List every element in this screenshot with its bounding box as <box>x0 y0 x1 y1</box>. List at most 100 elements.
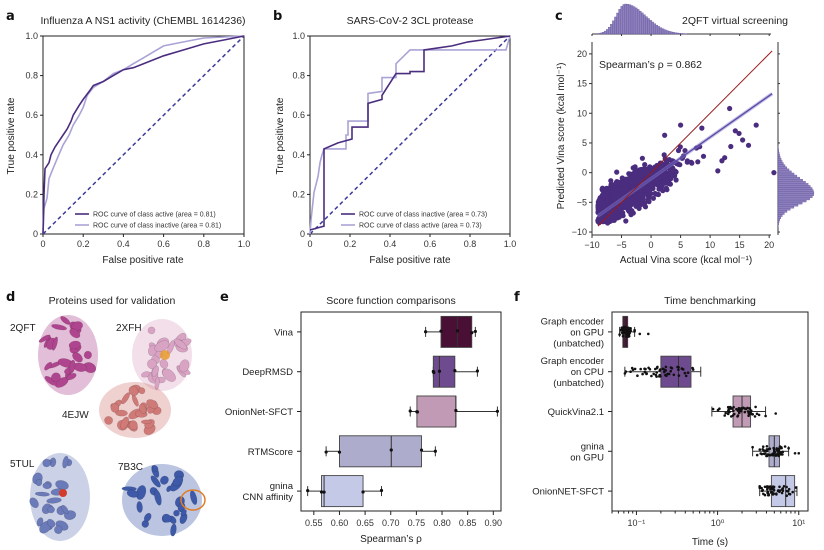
scatter-chart-vina: 2QFT virtual screening Actual Vina score… <box>556 3 815 266</box>
scatter-point <box>648 191 654 197</box>
data-point <box>633 330 636 333</box>
histogram-bar <box>777 164 786 167</box>
scatter-point <box>662 172 669 178</box>
histogram-bar <box>777 189 814 192</box>
data-point <box>726 405 730 409</box>
histogram-bar <box>674 32 677 35</box>
scatter-point <box>659 182 665 188</box>
box-iqr <box>660 355 692 388</box>
data-point <box>765 445 769 448</box>
data-point-outlier <box>793 452 797 455</box>
scatter-point <box>695 159 701 165</box>
helix-segment <box>69 328 81 339</box>
data-point <box>628 328 632 332</box>
data-point <box>624 330 627 333</box>
data-point <box>669 369 672 373</box>
x-tick-label: 0.2 <box>77 239 90 249</box>
data-point <box>743 410 747 414</box>
scatter-point <box>607 185 613 191</box>
category-label-line: Graph encoder <box>541 356 604 367</box>
data-point <box>724 411 727 415</box>
data-point <box>672 373 676 377</box>
data-point <box>619 328 623 332</box>
helix-segment <box>140 419 152 425</box>
data-point <box>777 489 780 492</box>
data-point <box>766 453 769 456</box>
x-axis-label: Time (s) <box>692 537 728 548</box>
roc-chart-sars-cov-2: SARS-CoV-2 3CL protease False positive r… <box>275 15 516 266</box>
y-tick-label: 0.8 <box>25 71 38 81</box>
scatter-point <box>663 177 669 183</box>
data-point <box>437 369 442 373</box>
y-tick-label: 0.6 <box>25 110 38 120</box>
data-point <box>755 453 759 457</box>
data-point <box>758 448 762 451</box>
histogram-bar <box>777 166 788 169</box>
y-axis-label: True positive rate <box>6 97 17 174</box>
data-point <box>618 333 621 336</box>
data-point <box>751 445 754 449</box>
helix-segment <box>138 387 146 395</box>
data-point <box>415 410 420 414</box>
data-point <box>306 489 310 493</box>
scatter-point <box>641 166 647 172</box>
scatter-point <box>605 201 611 208</box>
data-point <box>777 454 780 458</box>
scatter-point <box>668 176 674 182</box>
scatter-point <box>673 169 679 175</box>
chart-title: SARS-CoV-2 3CL protease <box>347 15 474 27</box>
data-point <box>337 450 342 454</box>
x-tick-label: −10 <box>584 240 599 250</box>
data-point <box>744 407 748 411</box>
data-point <box>389 448 393 452</box>
y-tick-label: 15 <box>577 79 587 89</box>
data-point <box>473 329 477 334</box>
data-point <box>676 365 679 369</box>
histogram-bar <box>777 158 782 161</box>
x-tick-label: 1.0 <box>238 239 251 249</box>
data-point <box>765 449 769 453</box>
data-point-outlier <box>638 332 642 336</box>
chance-diagonal-line <box>309 35 511 235</box>
protein-label-4ejw: 4EJW <box>62 410 89 421</box>
data-point <box>433 449 437 453</box>
category-label-line: Graph encoder <box>541 316 604 327</box>
helix-segment <box>159 359 169 369</box>
helix-segment <box>62 455 69 469</box>
histogram-bar <box>777 154 780 157</box>
helix-segment <box>42 458 51 468</box>
helix-segment <box>71 321 83 331</box>
category-label: Graph encoder on GPU (unbatched) <box>541 316 605 349</box>
scatter-point <box>599 185 606 191</box>
box-iqr <box>416 395 457 428</box>
data-point <box>769 488 772 491</box>
scatter-point <box>640 196 646 202</box>
panel-letter-a: a <box>6 9 15 24</box>
scatter-point-outlier <box>740 137 746 143</box>
histogram-bar <box>777 160 783 163</box>
histogram-bar <box>777 187 813 190</box>
histogram-bar <box>676 32 679 35</box>
legend-label: ROC curve of class active (area = 0.73) <box>359 223 482 230</box>
data-point <box>766 485 769 489</box>
histogram-bar <box>634 7 638 35</box>
plot-frame <box>309 35 511 235</box>
scatter-point <box>627 196 633 202</box>
data-point <box>624 326 627 329</box>
histogram-bar <box>777 197 810 201</box>
histogram-bar <box>632 6 636 35</box>
histogram-bar <box>651 21 654 35</box>
histogram-bar <box>777 206 795 209</box>
x-marginal-histogram <box>597 3 687 35</box>
scatter-point <box>632 164 638 170</box>
category-label: OnionNet-SFCT <box>225 407 293 418</box>
helix-segment <box>46 518 56 528</box>
x-tick-label: 0.85 <box>459 518 477 528</box>
scatter-point <box>684 158 691 164</box>
chart-title: 2QFT virtual screening <box>682 15 788 27</box>
helix-segment <box>115 409 128 417</box>
x-tick-label: 10⁰ <box>711 518 725 528</box>
histogram-bar <box>777 179 803 182</box>
data-point <box>749 409 753 412</box>
x-tick-label: −5 <box>616 240 626 250</box>
